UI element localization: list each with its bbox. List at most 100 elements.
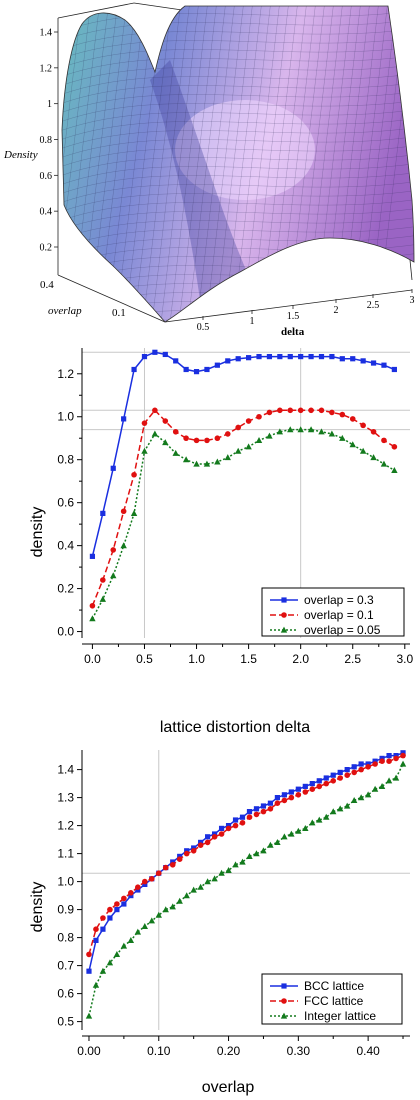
y-tick-label-0.1: 0.1 <box>112 307 126 319</box>
surface-valley-shadow <box>150 60 260 300</box>
mesh-line <box>167 6 209 322</box>
data-point <box>110 465 116 471</box>
mesh-line <box>176 6 218 322</box>
data-point <box>218 831 225 837</box>
data-point <box>141 353 148 360</box>
mesh-line <box>62 72 414 104</box>
mesh-line <box>158 6 200 322</box>
data-point <box>190 886 197 893</box>
chart2-gridlines <box>82 348 410 638</box>
data-point <box>266 432 273 439</box>
chart2-axes: 0.0 0.2 0.4 0.6 0.8 1.0 1.2 0.0 0.5 1.0 1.5 2.0 2.5 3… <box>57 348 413 666</box>
x-tick-label-2.0: 2.0 <box>292 652 309 666</box>
legend-marker-overlap-0.1 <box>281 612 287 618</box>
data-point <box>162 906 169 913</box>
data-point <box>253 811 260 818</box>
data-point <box>350 797 358 803</box>
data-point <box>135 884 141 890</box>
data-point <box>225 358 231 364</box>
data-point <box>253 850 260 857</box>
data-point <box>295 786 301 792</box>
data-point <box>245 443 252 450</box>
data-point <box>399 760 407 767</box>
data-point <box>239 820 246 826</box>
data-point <box>214 362 220 368</box>
data-point <box>93 937 99 943</box>
data-point <box>358 766 364 773</box>
legend-label-bcc-lattice: BCC lattice <box>304 979 364 993</box>
data-point <box>344 767 350 773</box>
data-point <box>193 369 200 375</box>
data-point <box>183 435 189 442</box>
y-tick-label-1.4: 1.4 <box>57 763 74 777</box>
z-tick-label-0.4: 0.4 <box>40 207 53 218</box>
data-point <box>141 420 148 426</box>
data-point <box>169 862 176 868</box>
data-point <box>218 869 225 876</box>
data-point <box>107 906 113 913</box>
data-point <box>349 416 356 422</box>
data-point <box>287 353 293 360</box>
mesh-line <box>62 6 92 322</box>
data-point <box>288 789 294 795</box>
y-tick-label-1.2: 1.2 <box>57 367 74 381</box>
mesh-line <box>62 135 414 167</box>
data-point <box>267 841 274 848</box>
data-point <box>224 431 231 437</box>
data-point <box>381 437 387 444</box>
y-tick-label-0.6: 0.6 <box>57 987 74 1001</box>
data-point <box>351 769 357 776</box>
data-point <box>246 853 253 859</box>
data-point <box>162 418 169 424</box>
data-point <box>316 778 322 784</box>
y-tick-label-1.0: 1.0 <box>57 410 74 424</box>
data-point <box>131 366 137 373</box>
legend-marker-bcc-lattice <box>281 983 287 989</box>
data-point <box>393 755 399 762</box>
mesh-line <box>62 108 414 140</box>
data-point <box>357 794 365 801</box>
mesh-line <box>62 144 414 176</box>
mesh-line <box>194 6 236 322</box>
data-point <box>302 789 309 795</box>
data-point <box>152 349 158 355</box>
x-tick-label-1: 1 <box>250 316 255 327</box>
x-tick-label-0.00: 0.00 <box>77 1044 101 1058</box>
data-point <box>134 928 142 935</box>
data-point <box>203 460 211 467</box>
data-point <box>120 542 127 549</box>
data-point <box>309 819 316 826</box>
data-point <box>281 797 288 804</box>
data-point <box>380 460 388 467</box>
data-point <box>135 887 141 893</box>
mesh-line <box>62 27 414 59</box>
data-point <box>128 890 134 896</box>
y-tick-label-0.4: 0.4 <box>57 539 74 553</box>
data-point <box>360 358 366 364</box>
data-point <box>297 426 304 433</box>
mesh-line <box>62 288 414 320</box>
data-point <box>364 791 372 798</box>
data-point <box>110 572 117 579</box>
data-point <box>309 781 315 787</box>
data-point <box>114 901 120 907</box>
y-tick-label-0.5: 0.5 <box>57 1015 74 1029</box>
data-point <box>246 355 252 361</box>
data-point <box>148 876 155 882</box>
data-point <box>344 772 350 778</box>
data-point <box>277 353 283 360</box>
data-point <box>176 897 183 904</box>
mesh-line <box>62 279 414 311</box>
x-tick-label-0.0: 0.0 <box>84 652 101 666</box>
data-point <box>92 981 100 988</box>
series-line-integer-lattice <box>88 763 404 1017</box>
data-point <box>198 839 204 845</box>
data-point <box>211 831 218 837</box>
data-point <box>276 428 284 435</box>
data-point <box>274 800 281 806</box>
x-tick-label-0.10: 0.10 <box>147 1044 171 1058</box>
data-point <box>267 806 274 812</box>
data-point <box>100 915 106 921</box>
data-point <box>214 458 221 465</box>
y-tick-label-1.0: 1.0 <box>57 875 74 889</box>
